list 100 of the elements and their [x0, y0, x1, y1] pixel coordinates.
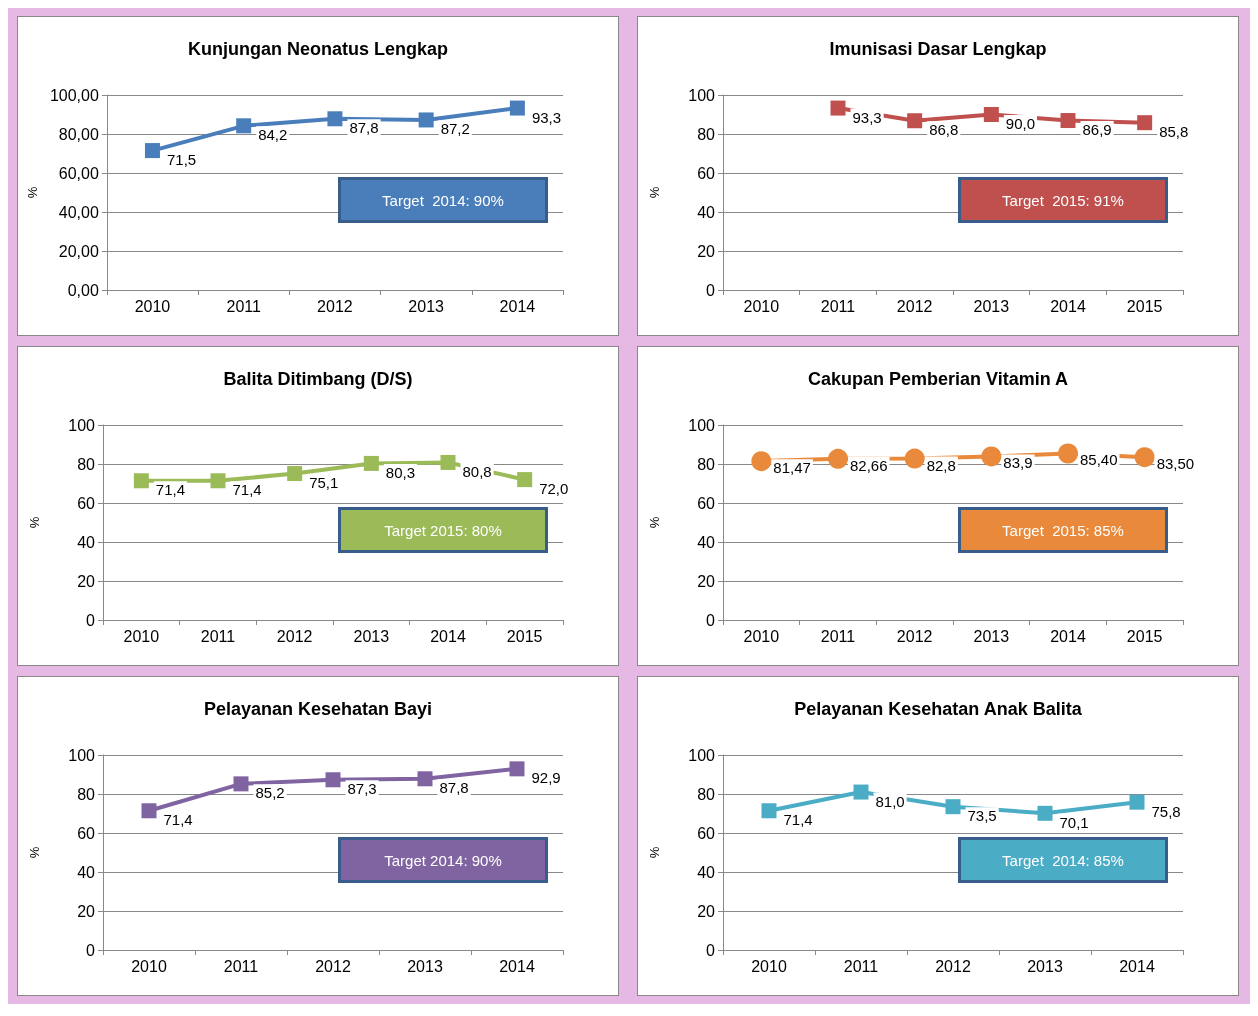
- y-tick-label: 0: [706, 281, 716, 299]
- point: [233, 776, 249, 792]
- label-box: Target 2014: 85%: [958, 837, 1168, 883]
- data-label: 71,4: [783, 811, 813, 829]
- data-label: 83,50: [1156, 455, 1195, 473]
- point: [1129, 794, 1145, 810]
- x-tick-label: 2013: [407, 957, 443, 975]
- y-tick-label: 40: [77, 533, 96, 551]
- x-tick-label: 2012: [935, 957, 971, 975]
- data-label: 80,3: [385, 463, 416, 481]
- data-label: 75,8: [1151, 802, 1181, 820]
- y-tick-label: 100: [68, 416, 96, 434]
- data-label: 84,2: [258, 126, 288, 144]
- point: [904, 448, 925, 469]
- data-label: 87,2: [440, 120, 470, 138]
- y-tick-label: 80: [77, 455, 96, 473]
- y-axis-title: %: [27, 516, 42, 529]
- chart-title: Pelayanan Kesehatan Anak Balita: [794, 699, 1083, 719]
- y-tick-label: 20: [77, 902, 96, 920]
- point: [418, 112, 434, 128]
- x-tick-label: 2014: [499, 297, 536, 315]
- data-label: 92,9: [531, 769, 561, 787]
- data-label: 73,5: [967, 807, 997, 825]
- chart-title: Pelayanan Kesehatan Bayi: [203, 699, 433, 719]
- y-tick-label: 80: [697, 125, 716, 143]
- x-tick-label: 2011: [223, 957, 259, 975]
- y-tick-label: 80: [697, 785, 716, 803]
- data-label: 71,4: [155, 481, 186, 499]
- x-tick-label: 2010: [743, 297, 780, 315]
- label-box: Target 2015: 91%: [958, 177, 1168, 223]
- data-label: 87,8: [349, 119, 379, 137]
- chart-title: Imunisasi Dasar Lengkap: [829, 39, 1047, 59]
- y-tick-label: 100: [688, 86, 716, 104]
- point: [144, 143, 160, 159]
- data-label: 70,1: [1059, 813, 1089, 831]
- y-tick-label: 60: [697, 494, 716, 512]
- y-tick-label: 80: [77, 785, 96, 803]
- point: [761, 803, 777, 819]
- y-tick-label: 20,00: [58, 242, 99, 260]
- point: [945, 799, 961, 815]
- y-tick-label: 60,00: [58, 164, 99, 182]
- point: [853, 784, 869, 800]
- x-tick-label: 2014: [1050, 297, 1086, 315]
- x-tick-label: 2014: [499, 957, 535, 975]
- y-axis-title: %: [647, 846, 662, 859]
- x-tick-label: 2011: [820, 297, 856, 315]
- data-label: 72,0: [539, 480, 569, 498]
- point: [828, 448, 848, 469]
- point: [325, 772, 341, 788]
- x-tick-label: 2010: [123, 627, 160, 645]
- data-label: 93,3: [852, 108, 882, 126]
- point: [1058, 443, 1078, 464]
- y-tick-label: 0: [86, 611, 96, 629]
- y-tick-label: 20: [697, 902, 716, 920]
- point: [1037, 805, 1053, 821]
- data-label: 93,3: [531, 108, 562, 126]
- x-tick-label: 2010: [134, 297, 171, 315]
- x-tick-label: 2012: [896, 627, 933, 645]
- data-label: 85,2: [255, 784, 285, 802]
- y-tick-label: 0: [706, 611, 716, 629]
- point: [509, 100, 525, 116]
- label-box: Target 2014: 90%: [338, 837, 548, 883]
- data-label: 86,9: [1082, 121, 1112, 139]
- data-label: 71,5: [166, 151, 197, 169]
- y-tick-label: 100: [688, 746, 716, 764]
- y-tick-label: 100: [68, 746, 96, 764]
- x-tick-label: 2010: [751, 957, 787, 975]
- y-axis-title: %: [647, 516, 662, 529]
- point: [981, 446, 1002, 467]
- data-label: 81,0: [875, 792, 905, 810]
- y-tick-label: 40: [697, 203, 716, 221]
- y-tick-label: 60: [697, 824, 716, 842]
- y-tick-label: 60: [77, 494, 96, 512]
- x-tick-label: 2012: [276, 627, 313, 645]
- y-tick-label: 80: [697, 455, 716, 473]
- x-tick-label: 2011: [820, 627, 856, 645]
- x-tick-label: 2013: [408, 297, 445, 315]
- x-tick-label: 2015: [1126, 297, 1163, 315]
- y-tick-label: 80,00: [58, 125, 99, 143]
- data-label: 82,66: [850, 456, 888, 474]
- y-tick-label: 0,00: [67, 281, 99, 299]
- x-tick-label: 2011: [843, 957, 879, 975]
- y-tick-label: 20: [77, 572, 96, 590]
- x-tick-label: 2010: [743, 627, 780, 645]
- y-axis-title: %: [25, 186, 40, 199]
- y-tick-label: 20: [697, 242, 716, 260]
- point: [141, 803, 157, 819]
- data-label: 83,9: [1003, 454, 1033, 472]
- data-label: 81,47: [773, 459, 811, 477]
- data-label: 87,8: [439, 779, 469, 797]
- y-tick-label: 60: [77, 824, 96, 842]
- y-tick-label: 0: [86, 941, 96, 959]
- chart-title: Balita Ditimbang (D/S): [223, 369, 413, 389]
- point: [236, 118, 252, 134]
- data-label: 71,4: [163, 811, 193, 829]
- x-tick-label: 2014: [1119, 957, 1155, 975]
- point: [509, 761, 525, 777]
- y-axis-title: %: [647, 186, 662, 199]
- x-tick-label: 2012: [317, 297, 353, 315]
- label-box: Target 2014: 90%: [338, 177, 548, 223]
